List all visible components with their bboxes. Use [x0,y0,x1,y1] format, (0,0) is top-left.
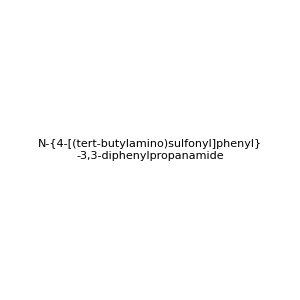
Text: N-{4-[(tert-butylamino)sulfonyl]phenyl}
-3,3-diphenylpropanamide: N-{4-[(tert-butylamino)sulfonyl]phenyl} … [38,139,262,161]
